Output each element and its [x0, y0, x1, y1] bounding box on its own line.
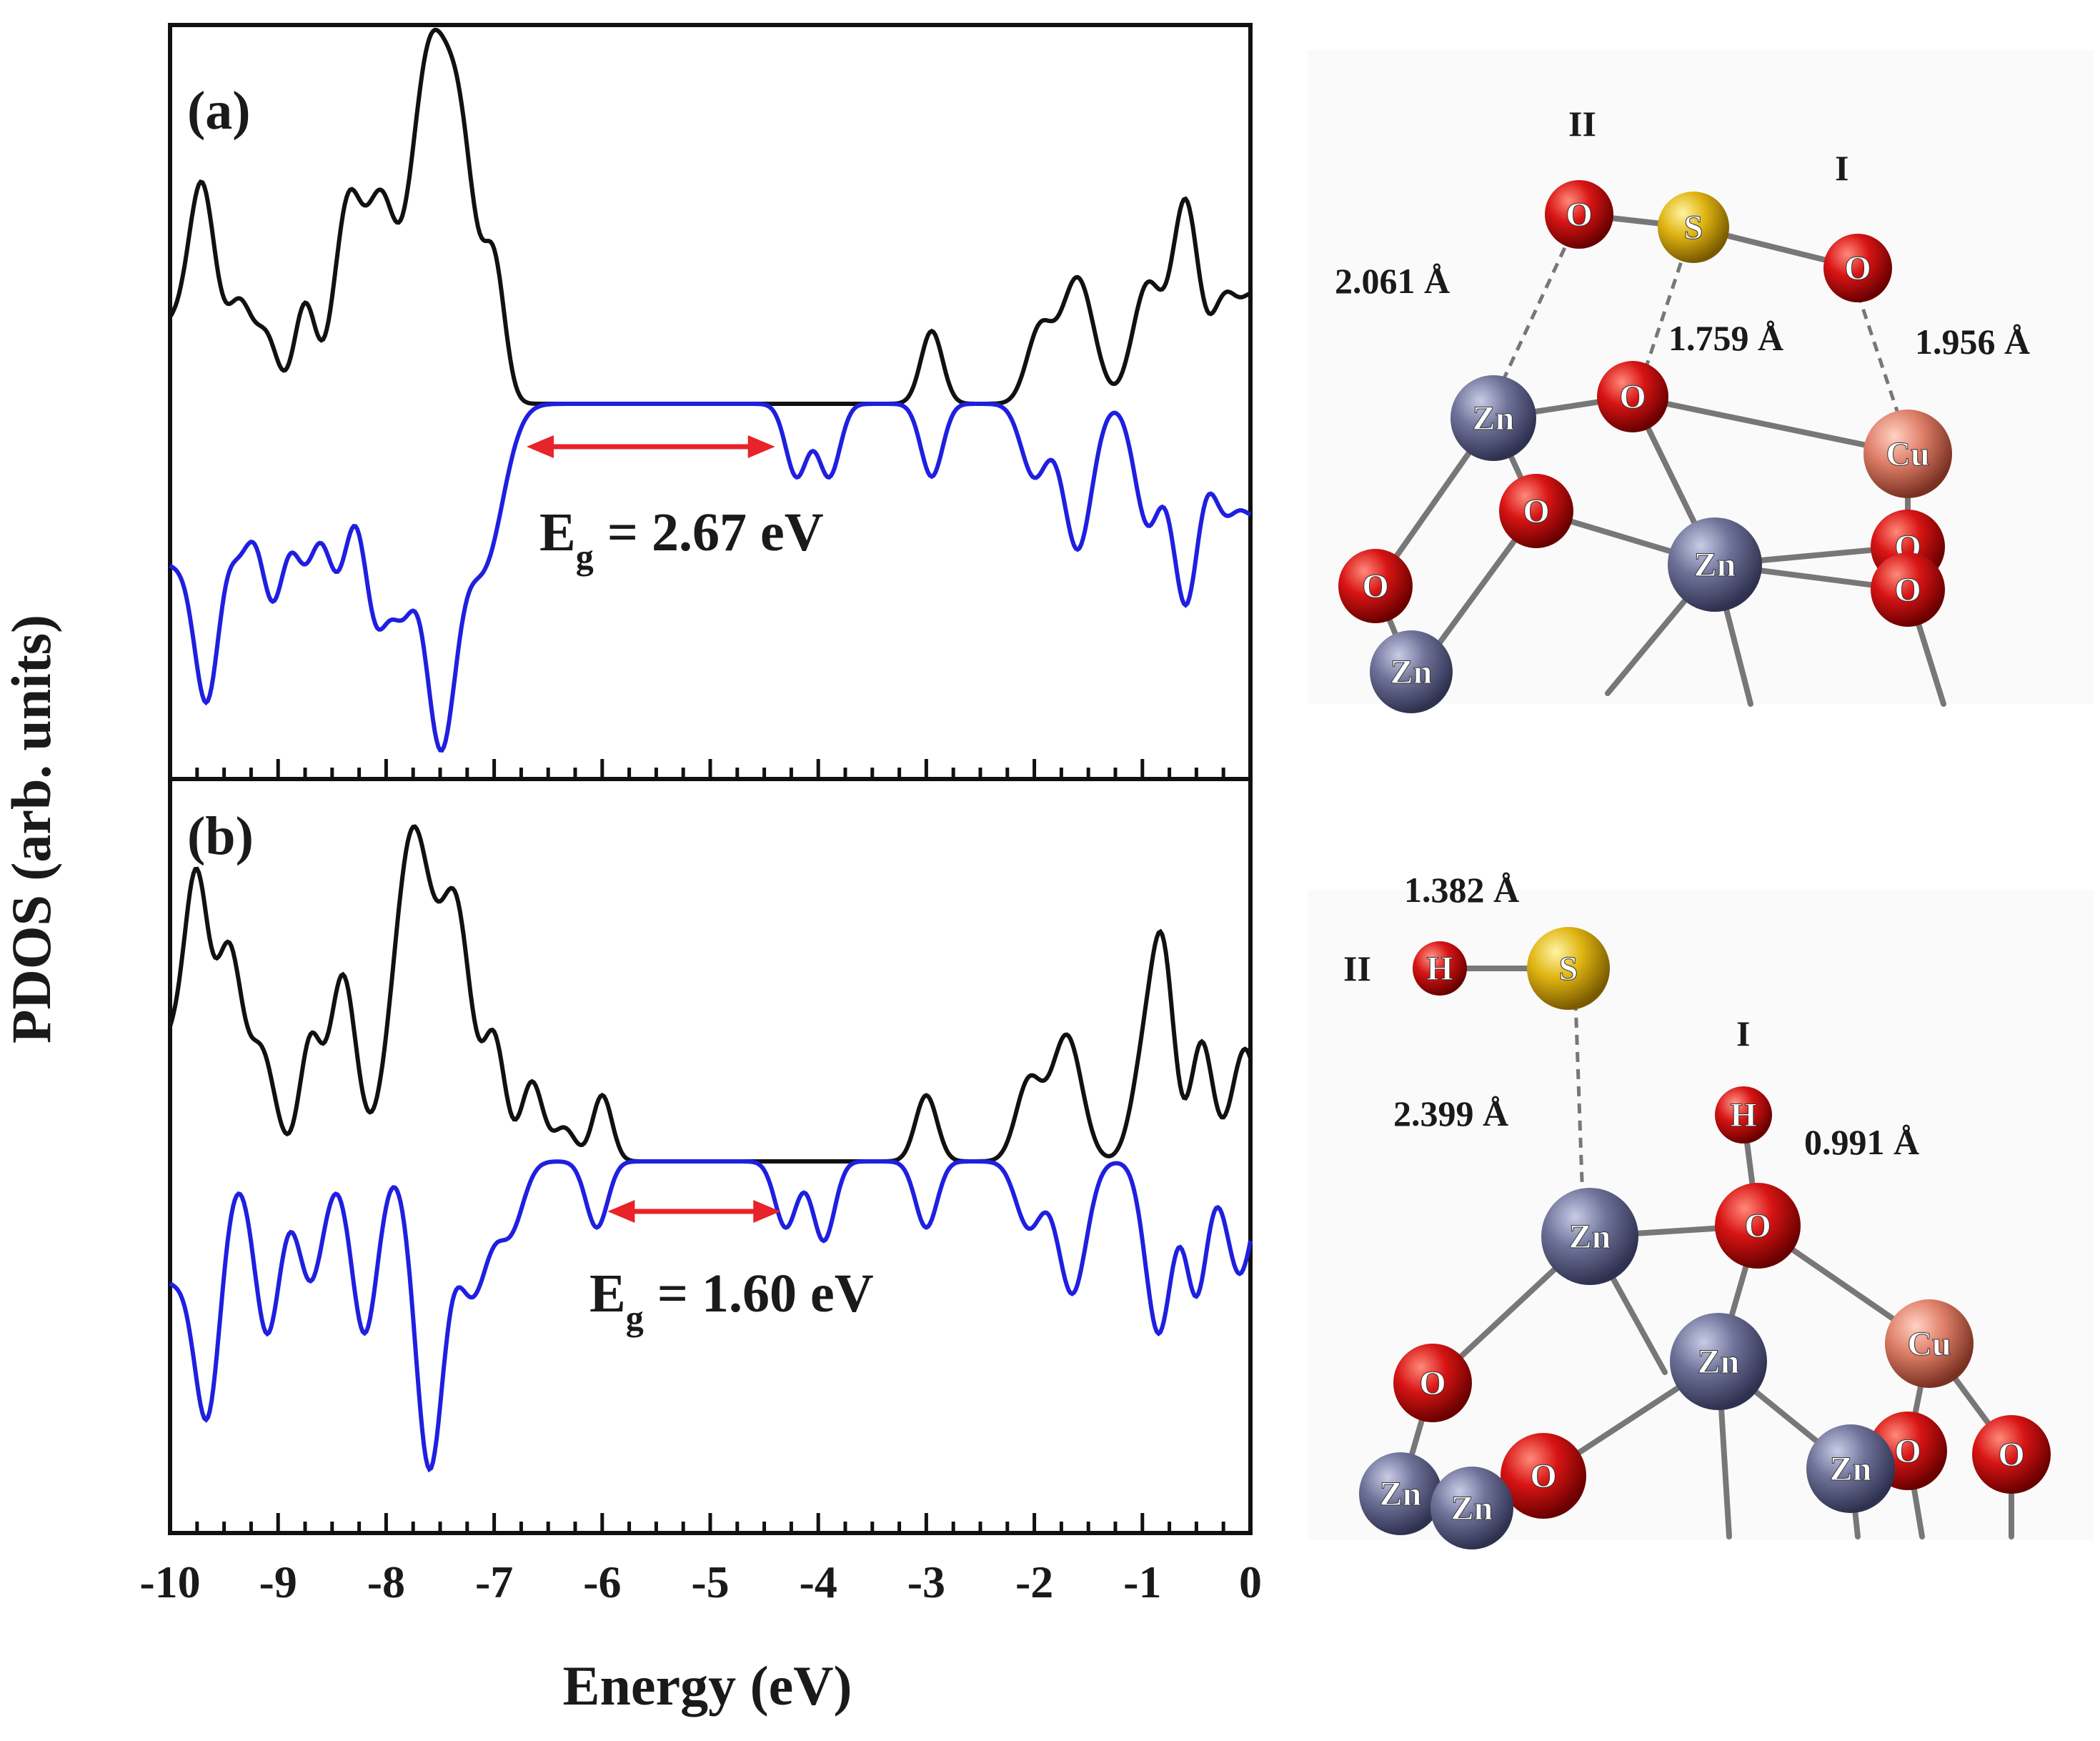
atom-o-label: O: [1844, 249, 1871, 287]
atom-zn-label: Zn: [1451, 1489, 1493, 1527]
atom-zn-label: Zn: [1380, 1475, 1422, 1513]
panel-b-gap-symbol: E: [589, 1264, 626, 1324]
atom-o-label: O: [1998, 1436, 2024, 1474]
atom-h-label: H: [1730, 1096, 1756, 1134]
panel-a-gap-subscript: g: [576, 537, 594, 577]
structure-a-site-I: I: [1835, 148, 1848, 188]
atom-h: [1413, 941, 1467, 996]
panel-b-frame: [168, 777, 1253, 1535]
atom-zn-label: Zn: [1694, 546, 1736, 584]
atom-o: [1871, 552, 1945, 627]
atom-zn-label: Zn: [1390, 653, 1433, 691]
x-tick-label: -7: [475, 1557, 513, 1607]
x-tick-label: -5: [691, 1557, 729, 1607]
atom-o: [1393, 1344, 1472, 1422]
atom-zn: [1806, 1424, 1895, 1513]
atom-zn: [1430, 1467, 1513, 1549]
atom-o: [1972, 1415, 2051, 1494]
panel-b-gap-value: = 1.60 eV: [644, 1264, 874, 1324]
panel-b-gap-subscript: g: [626, 1298, 644, 1338]
x-tick-label: -4: [800, 1557, 837, 1607]
atom-o: [1545, 180, 1613, 249]
atom-s-label: S: [1559, 950, 1578, 988]
panel-a-gap-value: = 2.67 eV: [594, 502, 824, 562]
atom-zn: [1541, 1188, 1638, 1285]
atom-zn: [1450, 375, 1536, 461]
band-gap-arrow-head: [747, 435, 775, 458]
band-gap-arrow-head: [526, 435, 554, 458]
x-tick-label: 0: [1239, 1557, 1262, 1607]
x-tick-label: -8: [367, 1557, 405, 1607]
x-tick-label: -1: [1123, 1557, 1161, 1607]
atom-cu: [1885, 1299, 1974, 1388]
structure-b-distance-1: 1.382 Å: [1404, 870, 1519, 910]
x-tick-label: -9: [259, 1557, 297, 1607]
atom-o: [1501, 1433, 1586, 1519]
panel-b-upper-series-line: [168, 824, 1253, 1164]
structure-a-dashed-bonds: [1498, 231, 1903, 422]
atom-zn: [1370, 630, 1453, 713]
atom-zn: [1359, 1452, 1442, 1535]
atom-zn-label: Zn: [1698, 1343, 1740, 1381]
x-tick-label: -10: [139, 1557, 200, 1607]
atom-o-label: O: [1530, 1457, 1556, 1495]
atom-h: [1715, 1086, 1772, 1144]
atom-s: [1658, 192, 1729, 263]
structure-b-distance-2: 2.399 Å: [1393, 1093, 1508, 1134]
atom-o: [1597, 361, 1668, 432]
atom-o: [1823, 234, 1892, 302]
atom-o: [1338, 549, 1413, 623]
structure-b-site-II: II: [1343, 948, 1371, 988]
band-gap-arrow-head: [753, 1200, 781, 1223]
atom-o-label: O: [1566, 196, 1592, 234]
atom-zn: [1670, 1313, 1767, 1410]
atom-cu-label: Cu: [1886, 435, 1929, 473]
panel-a-lower-series-line: [169, 402, 1252, 753]
structure-a-distance-3: 1.956 Å: [1915, 322, 2030, 362]
panel-b-gap-annotation: Eg = 1.60 eV: [589, 1264, 874, 1338]
atom-o: [1715, 1183, 1801, 1269]
atom-o-label: O: [1619, 378, 1646, 416]
panel-a-gap-annotation: Eg = 2.67 eV: [539, 502, 824, 577]
structure-b-background: [1308, 890, 2094, 1540]
panel-a-label: (a): [187, 81, 251, 141]
band-gap-arrow-head: [607, 1200, 635, 1223]
atom-zn-label: Zn: [1473, 400, 1515, 437]
structure-a-distance-1: 2.061 Å: [1335, 261, 1450, 301]
band-gap-arrows: [526, 435, 781, 1223]
atom-s-label: S: [1684, 209, 1703, 247]
atom-h-label: H: [1426, 950, 1453, 988]
tick-marks: [168, 759, 1253, 1533]
panel-b-lower-series-line: [169, 1159, 1253, 1473]
structure-a-site-II: II: [1568, 104, 1596, 144]
atom-s: [1527, 927, 1610, 1010]
structure-b-distance-3: 0.991 Å: [1804, 1122, 1919, 1162]
x-axis-title: Energy (eV): [562, 1655, 852, 1717]
structure-b-site-I: I: [1736, 1013, 1750, 1053]
panel-a-upper-series-line: [168, 27, 1252, 406]
atom-o-label: O: [1744, 1207, 1771, 1245]
atom-cu-label: Cu: [1907, 1325, 1951, 1363]
atom-zn: [1668, 517, 1762, 612]
atom-cu: [1863, 410, 1952, 498]
y-axis-title: PDOS (arb. units): [0, 615, 62, 1043]
atom-o-label: O: [1362, 567, 1388, 605]
x-tick-labels: -10 -9 -8 -7 -6 -5 -4 -3 -2 -1 0: [139, 1557, 1262, 1607]
atom-zn-label: Zn: [1830, 1450, 1872, 1488]
atom-o-label: O: [1419, 1364, 1445, 1402]
atom-o-label: O: [1894, 1432, 1921, 1470]
x-tick-label: -3: [907, 1557, 945, 1607]
panel-a-gap-symbol: E: [539, 502, 576, 562]
atom-o-label: O: [1523, 492, 1549, 530]
atom-o: [1499, 474, 1573, 548]
structure-a-distance-2: 1.759 Å: [1668, 318, 1783, 358]
x-tick-label: -6: [583, 1557, 621, 1607]
x-tick-label: -2: [1015, 1557, 1053, 1607]
atom-o-label: O: [1894, 571, 1921, 609]
panel-b-label: (b): [187, 806, 254, 866]
atom-zn-label: Zn: [1569, 1218, 1611, 1256]
